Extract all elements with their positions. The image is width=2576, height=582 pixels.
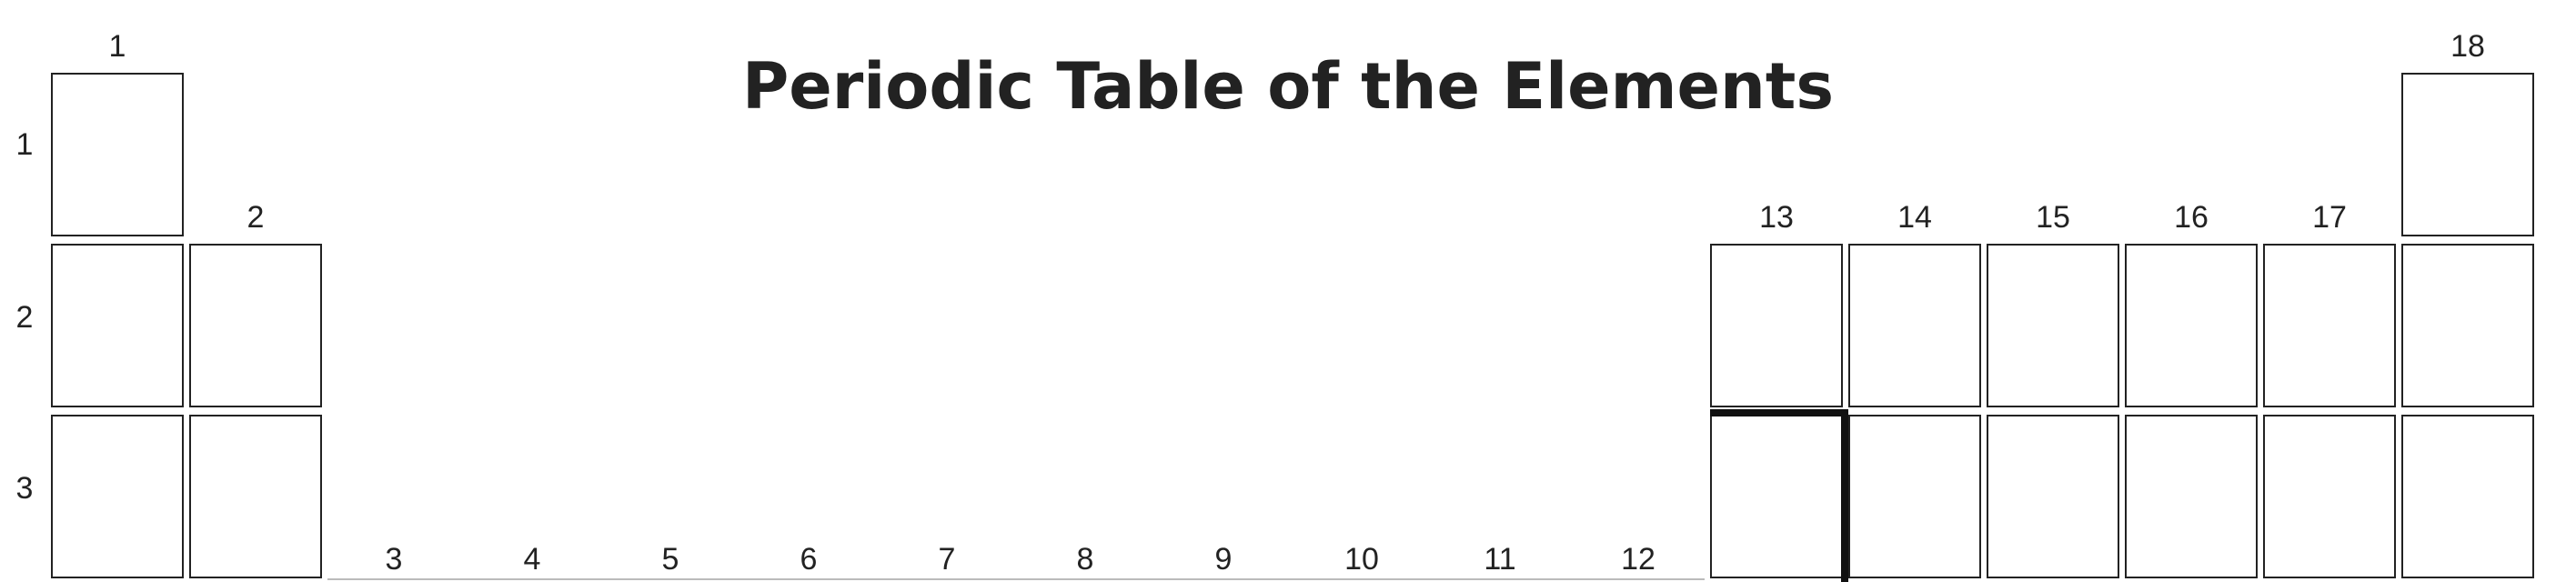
metalloid-divider-vertical [1841,409,1848,582]
group-label-15: 15 [2036,200,2070,235]
element-cell-p3-g14[interactable] [1848,415,1981,578]
group-label-2: 2 [247,200,265,235]
element-cell-p2-g13[interactable] [1710,244,1843,407]
transition-metals-baseline [327,578,1705,580]
period-label-3: 3 [15,471,34,506]
element-cell-p2-g16[interactable] [2125,244,2258,407]
group-label-11: 11 [1484,542,1516,577]
element-cell-p3-g18[interactable] [2401,415,2534,578]
group-label-5: 5 [661,542,679,577]
group-label-16: 16 [2174,200,2209,235]
period-label-1: 1 [15,127,34,162]
element-cell-p3-g15[interactable] [1987,415,2119,578]
element-cell-p1-g18[interactable] [2401,73,2534,236]
element-cell-p2-g18[interactable] [2401,244,2534,407]
group-label-6: 6 [800,542,818,577]
group-label-14: 14 [1897,200,1932,235]
element-cell-p3-g17[interactable] [2263,415,2396,578]
group-label-13: 13 [1759,200,1794,235]
group-label-18: 18 [2450,29,2485,64]
element-cell-p2-g17[interactable] [2263,244,2396,407]
group-label-10: 10 [1344,542,1379,577]
group-label-3: 3 [385,542,403,577]
group-label-1: 1 [108,29,126,64]
group-label-7: 7 [938,542,956,577]
element-cell-p3-g2[interactable] [189,415,322,578]
group-label-17: 17 [2312,200,2347,235]
period-label-2: 2 [15,300,34,335]
group-label-12: 12 [1621,542,1655,577]
element-cell-p2-g15[interactable] [1987,244,2119,407]
metalloid-divider-horizontal [1710,409,1848,416]
element-cell-p3-g1[interactable] [51,415,184,578]
element-cell-p2-g14[interactable] [1848,244,1981,407]
element-cell-p3-g13[interactable] [1710,415,1843,578]
group-label-4: 4 [523,542,541,577]
element-cell-p2-g1[interactable] [51,244,184,407]
element-cell-p3-g16[interactable] [2125,415,2258,578]
element-cell-p1-g1[interactable] [51,73,184,236]
group-label-8: 8 [1076,542,1094,577]
page-title: Periodic Table of the Elements [742,49,1834,124]
group-label-9: 9 [1214,542,1233,577]
element-cell-p2-g2[interactable] [189,244,322,407]
